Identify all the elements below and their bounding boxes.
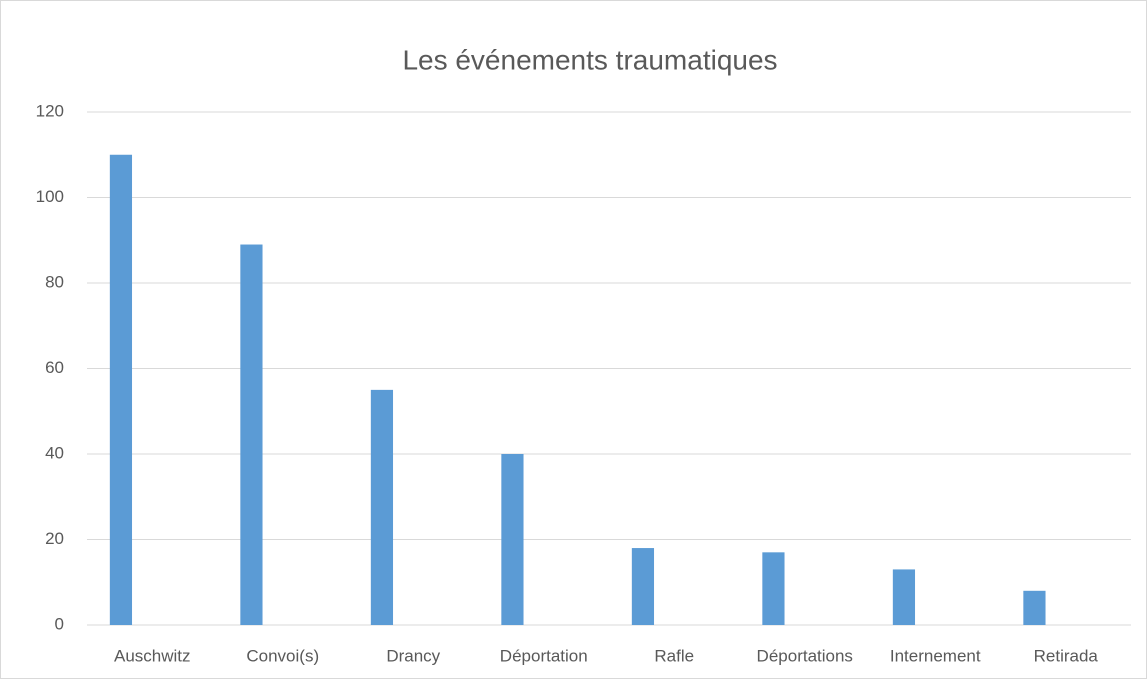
y-tick-label: 20: [45, 529, 64, 548]
bar: [370, 389, 394, 625]
y-tick-label: 100: [36, 187, 64, 206]
bar: [501, 454, 524, 625]
x-tick-label: Auschwitz: [114, 646, 191, 665]
y-tick-label: 120: [36, 101, 64, 120]
bar: [631, 548, 655, 625]
x-tick-label: Drancy: [386, 646, 440, 665]
bar: [762, 552, 785, 625]
x-tick-label: Retirada: [1034, 646, 1099, 665]
bar: [1023, 590, 1046, 625]
y-tick-label: 80: [45, 272, 64, 291]
bar: [109, 154, 133, 625]
bar: [240, 244, 263, 625]
x-tick-label: Déportation: [500, 646, 588, 665]
x-tick-label: Rafle: [654, 646, 694, 665]
y-tick-label: 60: [45, 358, 64, 377]
x-tick-label: Internement: [890, 646, 981, 665]
x-tick-label: Convoi(s): [246, 646, 319, 665]
bar: [892, 569, 916, 625]
x-tick-label: Déportations: [757, 646, 853, 665]
chart-title: Les événements traumatiques: [402, 44, 777, 75]
y-tick-label: 40: [45, 443, 64, 462]
y-tick-label: 0: [55, 614, 64, 633]
